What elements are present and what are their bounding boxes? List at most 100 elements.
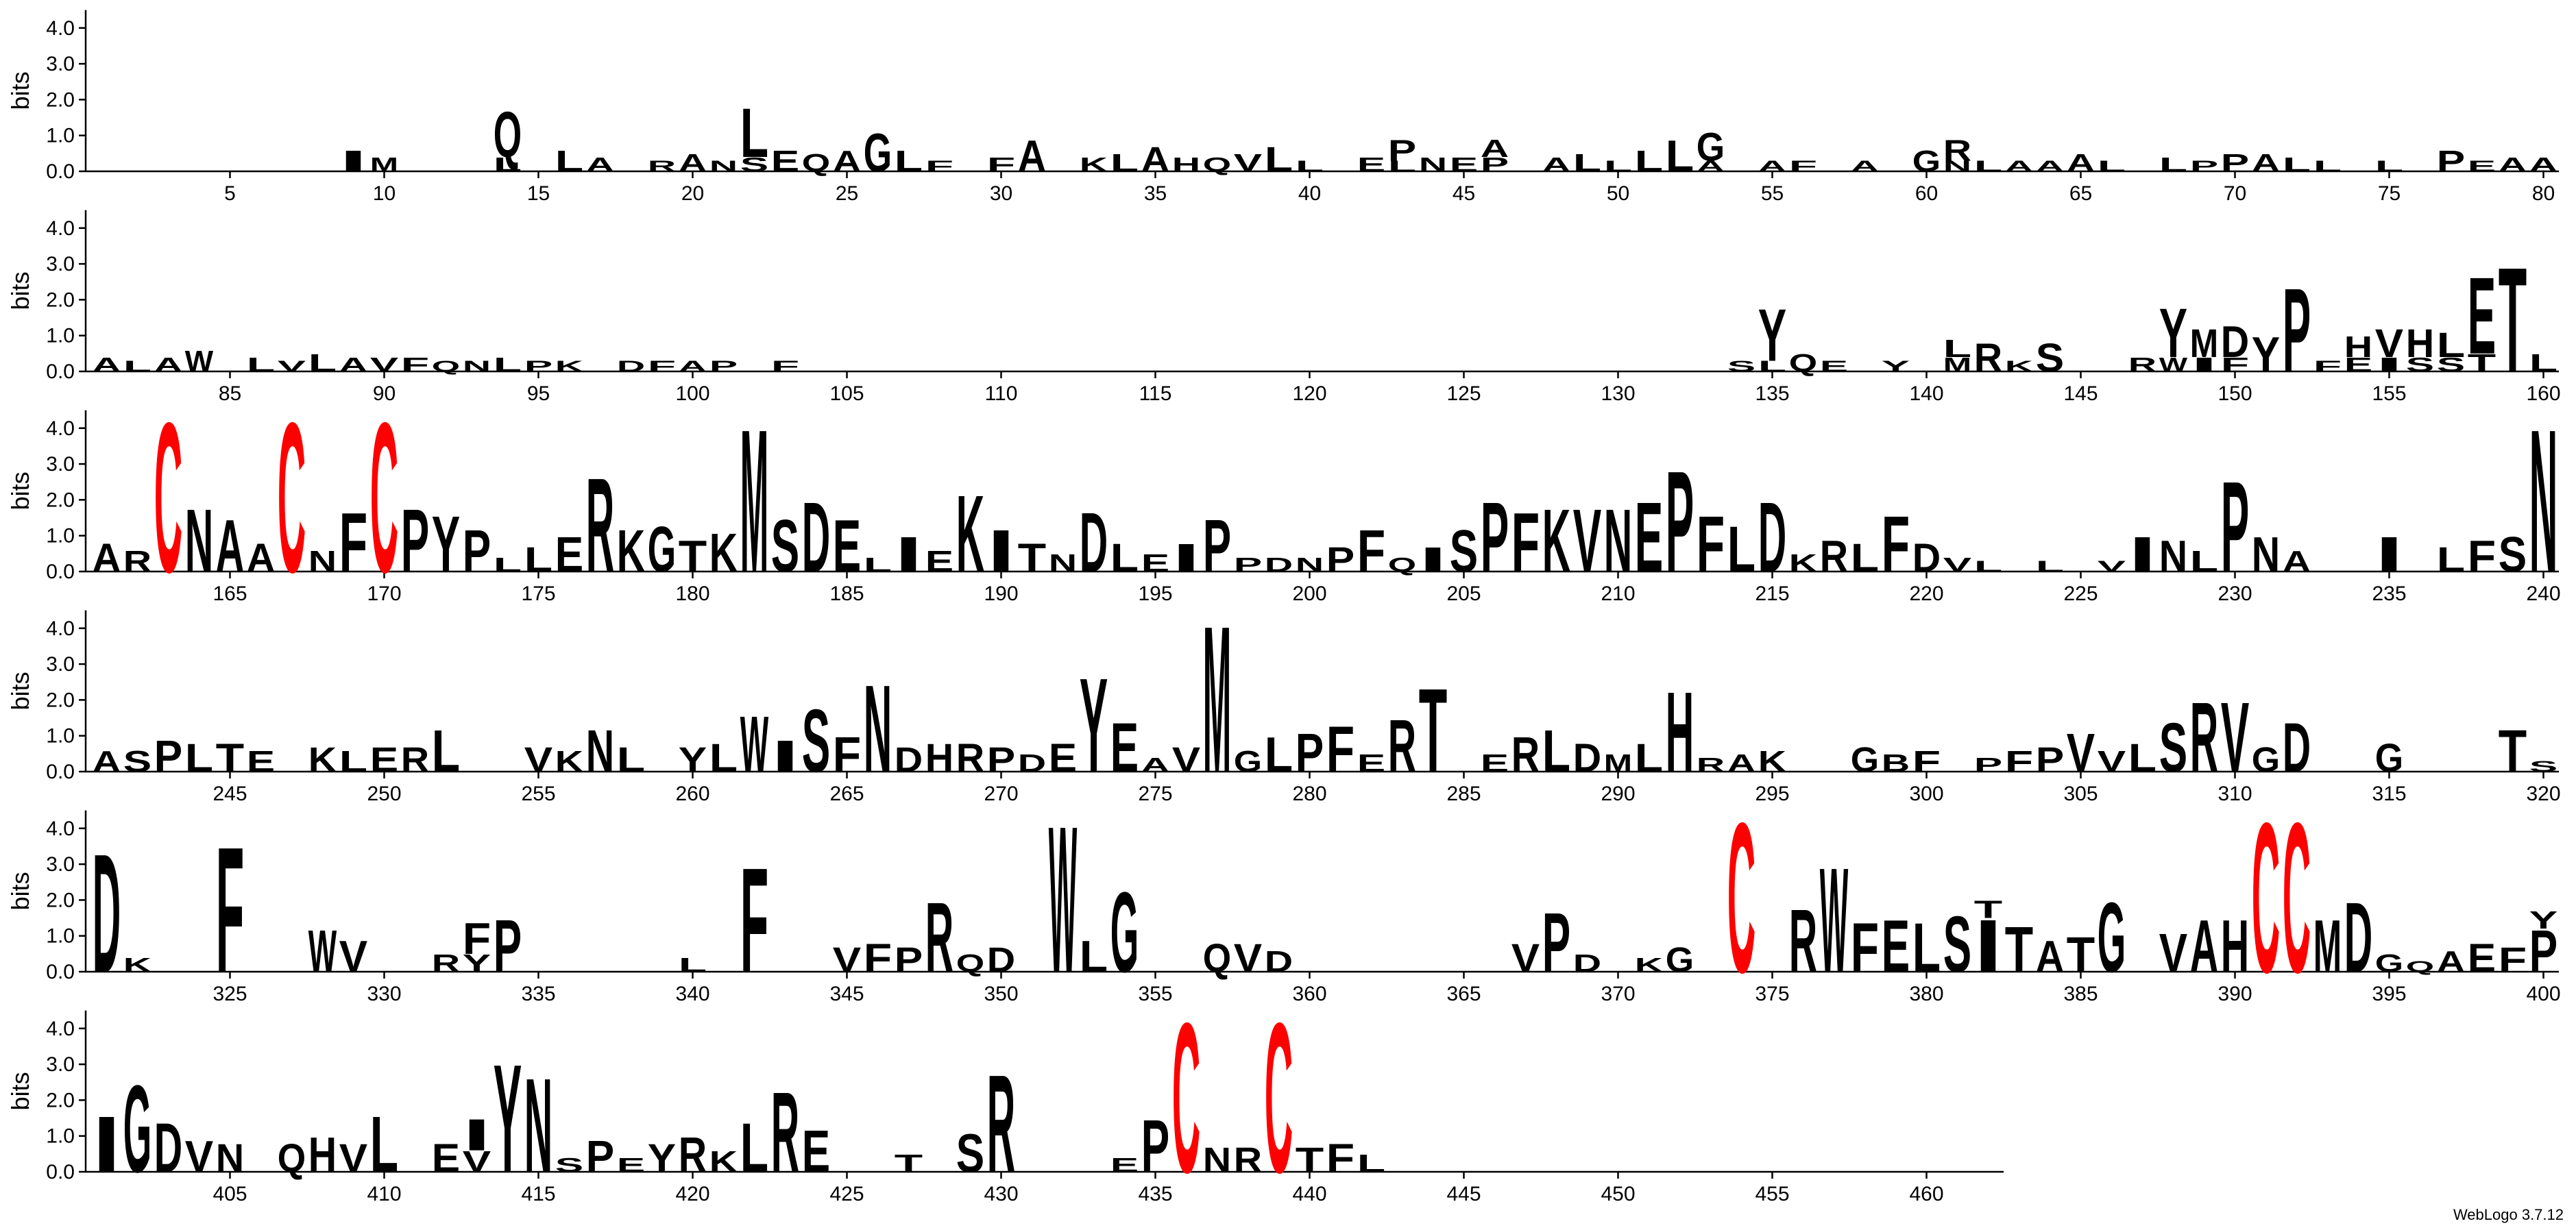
logo-letter: L [308, 349, 337, 377]
logo-letter: L [1912, 909, 1941, 987]
logo-letter: V [833, 940, 861, 979]
logo-letter: D [1018, 749, 1046, 777]
x-tick-label: 80 [2532, 182, 2555, 205]
logo-letter: F [648, 358, 676, 374]
y-tick-label: 1.0 [46, 725, 75, 748]
logo-letter: L [1110, 536, 1139, 580]
logo-letter: V [339, 931, 367, 981]
logo-letter: V [2375, 321, 2403, 366]
logo-letter: L [1943, 334, 1971, 363]
logo-letter: A [2036, 931, 2064, 981]
logo-letter: F [1326, 713, 1354, 786]
logo-letter: K [123, 954, 151, 977]
logo-letter: Q [1789, 349, 1817, 377]
logo-letter: E [1882, 905, 1910, 988]
logo-letter: A [2283, 545, 2311, 578]
x-tick-label: 155 [2372, 382, 2406, 405]
y-tick-label: 3.0 [46, 53, 75, 75]
logo-letter: P [2036, 740, 2064, 779]
logo-letter: L [432, 717, 460, 785]
logo-letter: M [370, 154, 398, 176]
x-tick-label: 90 [373, 382, 396, 405]
logo-letter: T [1974, 896, 2002, 924]
logo-letter: S [1450, 517, 1478, 585]
logo-letter: L [2190, 545, 2218, 578]
logo-letter: L [864, 554, 892, 576]
logo-letter: T [2067, 926, 2095, 982]
y-tick-label: 2.0 [46, 88, 75, 111]
y-tick-label: 2.0 [46, 489, 75, 511]
logo-letter: R [1234, 1140, 1262, 1179]
logo-letter: I [1974, 905, 2002, 988]
logo-letter: G [2252, 740, 2280, 779]
logo-letter: F [2005, 745, 2033, 778]
logo-letter: R [771, 1069, 799, 1197]
logo-letter: A [2437, 945, 2465, 979]
x-tick-label: 160 [2526, 382, 2560, 405]
logo-letter: G [2375, 736, 2403, 781]
logo-letter: L [709, 736, 738, 781]
logo-letter: Y [648, 1136, 676, 1181]
logo-letter: I [2375, 526, 2403, 582]
logo-letter: S [2437, 354, 2465, 376]
logo-letter: N [1203, 1140, 1231, 1179]
logo-letter: Y [679, 740, 707, 779]
y-tick-label: 1.0 [46, 525, 75, 548]
logo-letter: C [2252, 779, 2280, 1018]
logo-letter: P [2529, 918, 2557, 985]
x-tick-label: 35 [1144, 182, 1167, 205]
logo-letter: L [1635, 145, 1663, 178]
logo-letter: F [864, 936, 892, 981]
x-tick-label: 165 [212, 582, 247, 605]
logo-row: bits 0.0 1.0 2.0 3.0 4.0 5 10 15 20 25 30 35 40 45 50 55… [6, 10, 2559, 205]
x-tick-label: 410 [367, 1183, 401, 1205]
logo-letter: P [2283, 264, 2311, 397]
logo-letter: H [2221, 905, 2249, 988]
logo-letter: R [123, 545, 151, 578]
logo-letter: D [1080, 495, 1108, 589]
x-tick-label: 370 [1601, 983, 1635, 1005]
logo-letter: K [1758, 745, 1786, 778]
logo-letter: Y [1882, 358, 1910, 374]
x-tick-label: 235 [2372, 582, 2406, 605]
logo-letter: L [2375, 158, 2403, 174]
x-tick-label: 275 [1138, 783, 1172, 805]
logo-letter: L [1974, 158, 2002, 174]
logo-letter: E [1635, 482, 1663, 593]
logo-letter: D [1573, 736, 1601, 781]
x-tick-label: 140 [1909, 382, 1943, 405]
logo-letter: G [1666, 940, 1694, 979]
logo-letter: F [2221, 354, 2249, 376]
logo-letter: D [2283, 709, 2311, 787]
logo-letter: A [586, 154, 614, 176]
x-tick-label: 250 [367, 783, 401, 805]
logo-letter: F [463, 913, 491, 963]
logo-letter: W [185, 345, 214, 378]
logo-letter: A [2499, 154, 2527, 176]
logo-letter: K [555, 745, 583, 778]
logo-letter: N [2252, 526, 2280, 582]
logo-letter: Q [1203, 154, 1231, 176]
logo-letter: F [1511, 495, 1540, 589]
y-tick-label: 1.0 [46, 1125, 75, 1148]
logo-letter: C [2283, 779, 2311, 1018]
logo-letter: V [463, 1145, 491, 1179]
logo-letter: R [956, 736, 984, 781]
x-tick-label: 40 [1298, 182, 1321, 205]
logo-letter: M [2313, 905, 2342, 988]
logo-letter: A [2005, 158, 2033, 174]
logo-letter: P [1388, 134, 1416, 167]
logo-letter: F [833, 726, 861, 782]
logo-letter: Q [1203, 936, 1231, 981]
logo-letter: T [2468, 349, 2496, 377]
logo-letter: L [2313, 158, 2342, 174]
logo-letter: A [1542, 154, 1570, 176]
logo-letter: Y [494, 1032, 522, 1205]
y-tick-label: 3.0 [46, 1053, 75, 1076]
x-tick-label: 210 [1601, 582, 1635, 605]
logo-letter: A [679, 358, 707, 374]
logo-letter: V [2067, 722, 2095, 783]
y-tick-label: 3.0 [46, 653, 75, 676]
logo-letter: P [2190, 158, 2218, 174]
